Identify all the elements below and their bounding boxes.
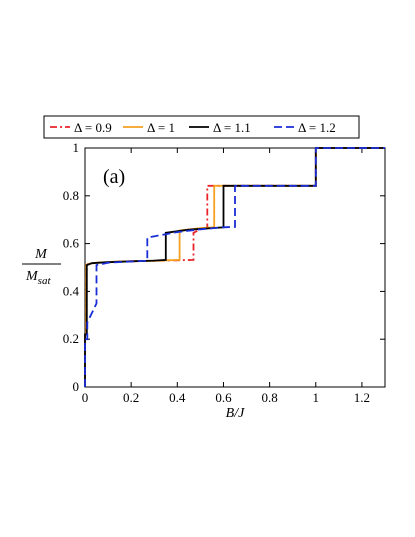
y-axis-label-numerator: M (34, 247, 48, 262)
x-tick-label: 0.4 (169, 390, 186, 405)
x-tick-label: 1 (313, 390, 320, 405)
x-tick-label: 0.2 (123, 390, 139, 405)
y-axis-label-denominator-main: M (25, 269, 39, 284)
y-axis-label-denominator-sub: sat (38, 275, 52, 287)
y-tick-label: 0.6 (63, 236, 80, 251)
y-tick-label: 0.8 (63, 188, 79, 203)
legend: Δ = 0.9 Δ = 1 Δ = 1.1 Δ = 1.2 (43, 115, 360, 139)
series-line-3 (84, 147, 385, 387)
series-line-2 (84, 147, 385, 387)
x-axis-label: B/J (226, 406, 245, 421)
legend-label-2: Δ = 1 (147, 120, 175, 135)
y-tick-label: 1 (73, 140, 80, 155)
plot-frame (84, 147, 386, 388)
y-tick-label: 0.2 (63, 331, 79, 346)
legend-label-1: Δ = 0.9 (74, 120, 112, 135)
legend-label-3: Δ = 1.1 (213, 120, 251, 135)
y-axis-label-denominator: Msat (25, 269, 51, 287)
x-tick-label: 0 (82, 390, 89, 405)
x-tick-label: 1.2 (354, 390, 370, 405)
y-tick-label: 0.4 (63, 283, 80, 298)
y-tick-label: 0 (73, 379, 80, 394)
panel-label: (a) (103, 166, 125, 188)
x-tick-label: 0.8 (261, 390, 277, 405)
series-line-4 (84, 147, 385, 387)
series-line-1 (84, 147, 385, 387)
x-tick-label: 0.6 (215, 390, 232, 405)
y-axis-label: M Msat (22, 247, 61, 287)
legend-label-4: Δ = 1.2 (298, 120, 336, 135)
